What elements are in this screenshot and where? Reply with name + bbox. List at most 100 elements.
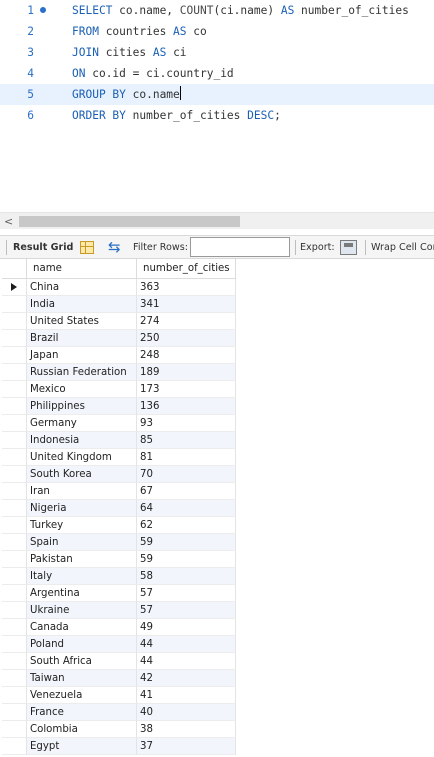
row-selector[interactable] [2,313,27,330]
cell-number-of-cities[interactable]: 70 [137,466,236,483]
row-selector[interactable] [2,466,27,483]
cell-name[interactable]: United States [27,313,137,330]
scroll-left-arrow-icon[interactable]: < [4,215,14,228]
cell-number-of-cities[interactable]: 44 [137,653,236,670]
scrollbar-thumb[interactable] [19,216,240,227]
cell-number-of-cities[interactable]: 57 [137,585,236,602]
cell-number-of-cities[interactable]: 248 [137,347,236,364]
row-selector[interactable] [2,296,27,313]
cell-name[interactable]: South Africa [27,653,137,670]
sql-editor[interactable]: 1 SELECT co.name, COUNT(ci.name) AS numbe… [0,0,434,212]
cell-name[interactable]: Nigeria [27,500,137,517]
cell-number-of-cities[interactable]: 57 [137,602,236,619]
table-row[interactable]: Turkey 62 [0,517,240,534]
code-line[interactable]: 4 ON co.id = ci.country_id [0,63,434,84]
cell-number-of-cities[interactable]: 363 [137,279,236,296]
table-row[interactable]: United Kingdom 81 [0,449,240,466]
row-selector[interactable] [2,279,27,296]
row-selector[interactable] [2,653,27,670]
code-text[interactable]: JOIN cities AS ci [72,42,187,63]
table-row[interactable]: Russian Federation 189 [0,364,240,381]
cell-number-of-cities[interactable]: 44 [137,636,236,653]
table-row[interactable]: India 341 [0,296,240,313]
table-row[interactable]: Germany 93 [0,415,240,432]
cell-number-of-cities[interactable]: 58 [137,568,236,585]
cell-name[interactable]: Poland [27,636,137,653]
row-selector[interactable] [2,500,27,517]
cell-number-of-cities[interactable]: 64 [137,500,236,517]
cell-name[interactable]: Spain [27,534,137,551]
table-row[interactable]: Mexico 173 [0,381,240,398]
code-line[interactable]: 1 SELECT co.name, COUNT(ci.name) AS numbe… [0,0,434,21]
filter-rows-input[interactable] [190,237,290,257]
row-selector[interactable] [2,330,27,347]
row-selector[interactable] [2,670,27,687]
cell-number-of-cities[interactable]: 173 [137,381,236,398]
cell-name[interactable]: Ukraine [27,602,137,619]
table-row[interactable]: Ukraine 57 [0,602,240,619]
row-selector[interactable] [2,347,27,364]
cell-number-of-cities[interactable]: 341 [137,296,236,313]
table-row[interactable]: Colombia 38 [0,721,240,738]
table-row[interactable]: Canada 49 [0,619,240,636]
cell-name[interactable]: Mexico [27,381,137,398]
row-selector-header[interactable] [2,259,27,279]
table-row[interactable]: Japan 248 [0,347,240,364]
table-row[interactable]: China 363 [0,279,240,296]
code-text[interactable]: ORDER BY number_of_cities DESC; [72,105,281,126]
cell-number-of-cities[interactable]: 38 [137,721,236,738]
row-selector[interactable] [2,517,27,534]
cell-number-of-cities[interactable]: 250 [137,330,236,347]
table-row[interactable]: Iran 67 [0,483,240,500]
row-selector[interactable] [2,432,27,449]
refresh-icon[interactable]: ⇆ [108,238,121,256]
code-line[interactable]: 5 GROUP BY co.name [0,84,434,105]
cell-name[interactable]: Pakistan [27,551,137,568]
table-row[interactable]: Venezuela 41 [0,687,240,704]
grid-layout-icon[interactable] [80,241,94,254]
table-row[interactable]: Nigeria 64 [0,500,240,517]
row-selector[interactable] [2,721,27,738]
table-row[interactable]: Pakistan 59 [0,551,240,568]
row-selector[interactable] [2,585,27,602]
cell-name[interactable]: Indonesia [27,432,137,449]
row-selector[interactable] [2,568,27,585]
row-selector[interactable] [2,687,27,704]
code-text[interactable]: ON co.id = ci.country_id [72,63,234,84]
column-header-number-of-cities[interactable]: number_of_cities [137,259,236,279]
table-row[interactable]: Argentina 57 [0,585,240,602]
cell-name[interactable]: Turkey [27,517,137,534]
row-selector[interactable] [2,704,27,721]
row-selector[interactable] [2,381,27,398]
table-row[interactable]: South Korea 70 [0,466,240,483]
row-selector[interactable] [2,636,27,653]
cell-name[interactable]: Argentina [27,585,137,602]
cell-number-of-cities[interactable]: 59 [137,551,236,568]
row-selector[interactable] [2,602,27,619]
code-line[interactable]: 2 FROM countries AS co [0,21,434,42]
cell-name[interactable]: India [27,296,137,313]
cell-name[interactable]: South Korea [27,466,137,483]
cell-name[interactable]: Iran [27,483,137,500]
cell-number-of-cities[interactable]: 81 [137,449,236,466]
cell-name[interactable]: France [27,704,137,721]
statement-marker-icon[interactable] [40,7,46,13]
cell-name[interactable]: China [27,279,137,296]
row-selector[interactable] [2,534,27,551]
cell-number-of-cities[interactable]: 67 [137,483,236,500]
cell-number-of-cities[interactable]: 37 [137,738,236,755]
cell-name[interactable]: Egypt [27,738,137,755]
table-row[interactable]: Egypt 37 [0,738,240,755]
row-selector[interactable] [2,483,27,500]
table-row[interactable]: Indonesia 85 [0,432,240,449]
cell-number-of-cities[interactable]: 59 [137,534,236,551]
result-grid-label[interactable]: Result Grid [13,242,74,253]
row-selector[interactable] [2,364,27,381]
table-row[interactable]: United States 274 [0,313,240,330]
column-header-name[interactable]: name [27,259,137,279]
cell-name[interactable]: Canada [27,619,137,636]
editor-horizontal-scrollbar[interactable]: < [0,212,434,229]
cell-number-of-cities[interactable]: 41 [137,687,236,704]
code-line[interactable]: 3 JOIN cities AS ci [0,42,434,63]
code-text[interactable]: SELECT co.name, COUNT(ci.name) AS number… [72,0,409,21]
